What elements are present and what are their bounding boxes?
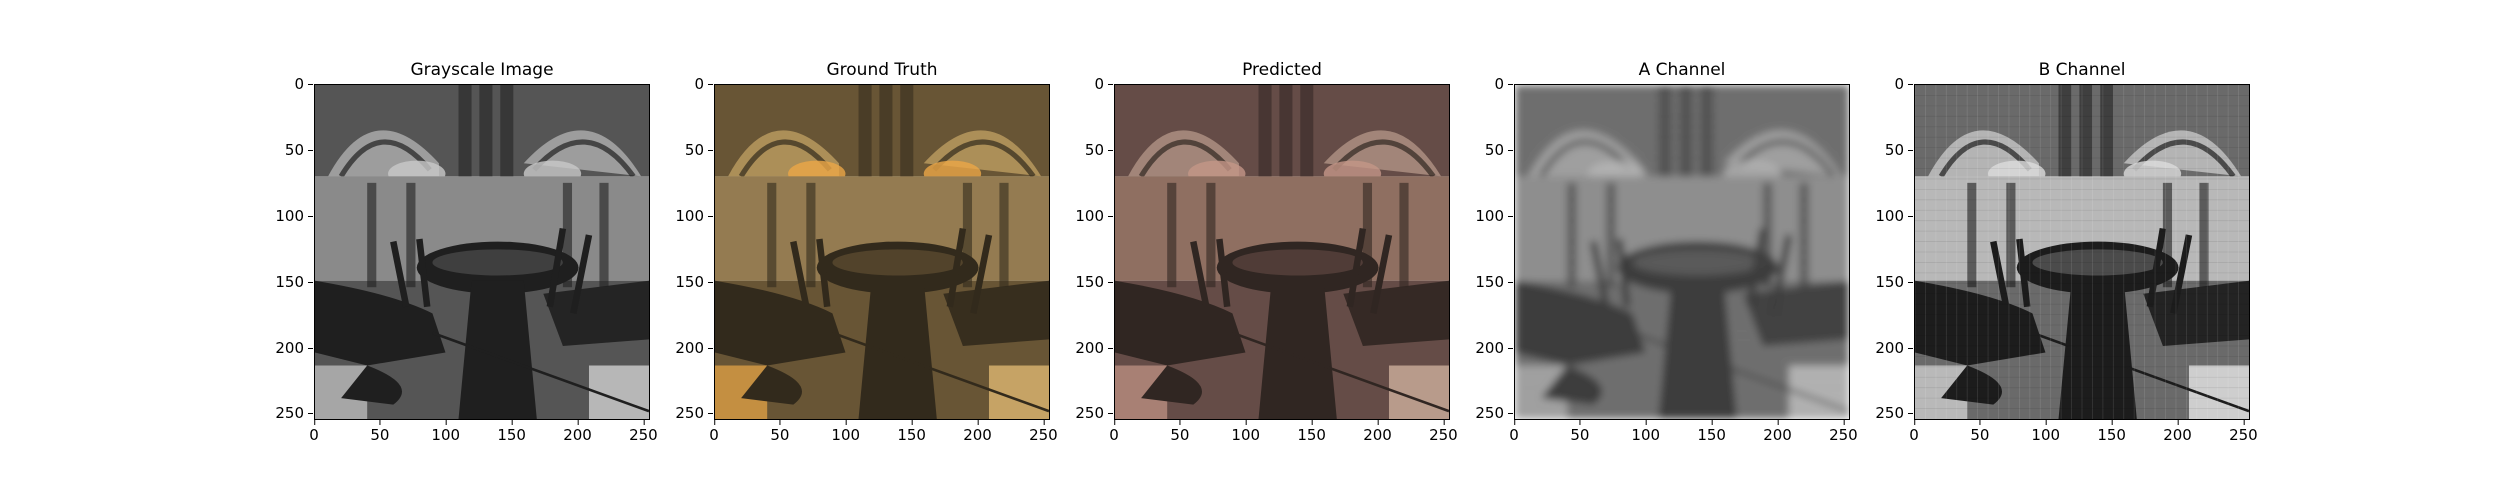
y-tick-label: 250: [1075, 404, 1113, 423]
image-panel: A Channel 0 50 100 150 200 250 0 50 100 150 200 250: [1460, 0, 1860, 444]
x-tick-label: 100: [831, 420, 861, 444]
x-tick-label: 250: [1029, 420, 1058, 444]
panel-title: A Channel: [1638, 60, 1726, 80]
panel-image: [1915, 85, 2249, 419]
x-tick-label: 50: [1570, 420, 1590, 444]
y-tick-label: 100: [1475, 206, 1513, 225]
y-tick-label: 200: [1475, 338, 1513, 357]
panel-image: [1115, 85, 1449, 419]
x-tick-label: 0: [1909, 420, 1919, 444]
panel-image: [315, 85, 649, 419]
x-tick-label: 200: [1763, 420, 1792, 444]
x-tick-label: 150: [497, 420, 526, 444]
y-tick-label: 150: [1475, 272, 1513, 291]
y-tick-label: 200: [1875, 338, 1913, 357]
panel-title: B Channel: [2038, 60, 2126, 80]
x-tick-label: 100: [431, 420, 461, 444]
image-panel: Predicted 0 50 100 150 200 250 0 50 100 150 200 250: [1060, 0, 1460, 444]
y-tick-label: 150: [275, 272, 313, 291]
y-tick-label: 0: [1094, 75, 1113, 93]
y-tick-label: 150: [1875, 272, 1913, 291]
y-tick-label: 150: [1075, 272, 1113, 291]
plot-frame: [1514, 84, 1850, 420]
y-tick-label: 0: [694, 75, 713, 93]
panel-title: Ground Truth: [826, 60, 938, 80]
y-tick-label: 250: [675, 404, 713, 423]
y-tick-label: 50: [284, 140, 314, 159]
plot-frame: [314, 84, 650, 420]
x-tick-label: 200: [563, 420, 592, 444]
x-tick-label: 50: [1970, 420, 1990, 444]
x-tick-label: 50: [1170, 420, 1190, 444]
y-tick-label: 150: [675, 272, 713, 291]
y-tick-label: 50: [1084, 140, 1114, 159]
x-tick-label: 250: [629, 420, 658, 444]
x-tick-label: 250: [2229, 420, 2258, 444]
x-tick-label: 50: [770, 420, 790, 444]
y-tick-label: 250: [1875, 404, 1913, 423]
image-panel: Ground Truth 0 50 100 150 200 250 0 50 100 150 200…: [660, 0, 1060, 444]
x-tick-label: 150: [2097, 420, 2126, 444]
x-tick-label: 100: [2031, 420, 2061, 444]
y-tick-label: 200: [1075, 338, 1113, 357]
y-tick-label: 100: [1075, 206, 1113, 225]
y-tick-label: 50: [1484, 140, 1514, 159]
x-tick-label: 100: [1231, 420, 1261, 444]
image-panel: B Channel 0 50 100 150 200 250 0 50 100 150 200 250: [1860, 0, 2260, 444]
x-tick-label: 150: [1297, 420, 1326, 444]
y-tick-label: 100: [675, 206, 713, 225]
panel-image: [1515, 85, 1849, 419]
x-tick-label: 150: [1697, 420, 1726, 444]
x-tick-label: 200: [2163, 420, 2192, 444]
panel-title: Predicted: [1242, 60, 1322, 80]
plot-frame: [1114, 84, 1450, 420]
y-tick-label: 0: [1894, 75, 1913, 93]
x-tick-label: 250: [1829, 420, 1858, 444]
x-tick-label: 0: [709, 420, 719, 444]
y-tick-label: 50: [684, 140, 714, 159]
panel-title: Grayscale Image: [410, 60, 554, 80]
x-tick-label: 150: [897, 420, 926, 444]
y-tick-label: 250: [1475, 404, 1513, 423]
y-tick-label: 100: [1875, 206, 1913, 225]
y-tick-label: 50: [1884, 140, 1914, 159]
y-tick-label: 100: [275, 206, 313, 225]
y-tick-label: 0: [1494, 75, 1513, 93]
y-tick-label: 200: [275, 338, 313, 357]
plot-frame: [1914, 84, 2250, 420]
image-panel: Grayscale Image 0 50 100 150 200 250 0 50 100 150…: [260, 0, 660, 444]
x-tick-label: 200: [1363, 420, 1392, 444]
y-tick-label: 0: [294, 75, 313, 93]
y-tick-label: 200: [675, 338, 713, 357]
panel-image: [715, 85, 1049, 419]
y-tick-label: 250: [275, 404, 313, 423]
x-tick-label: 0: [1509, 420, 1519, 444]
x-tick-label: 50: [370, 420, 390, 444]
plot-frame: [714, 84, 1050, 420]
x-tick-label: 0: [309, 420, 319, 444]
x-tick-label: 200: [963, 420, 992, 444]
x-tick-label: 100: [1631, 420, 1661, 444]
x-tick-label: 250: [1429, 420, 1458, 444]
x-tick-label: 0: [1109, 420, 1119, 444]
